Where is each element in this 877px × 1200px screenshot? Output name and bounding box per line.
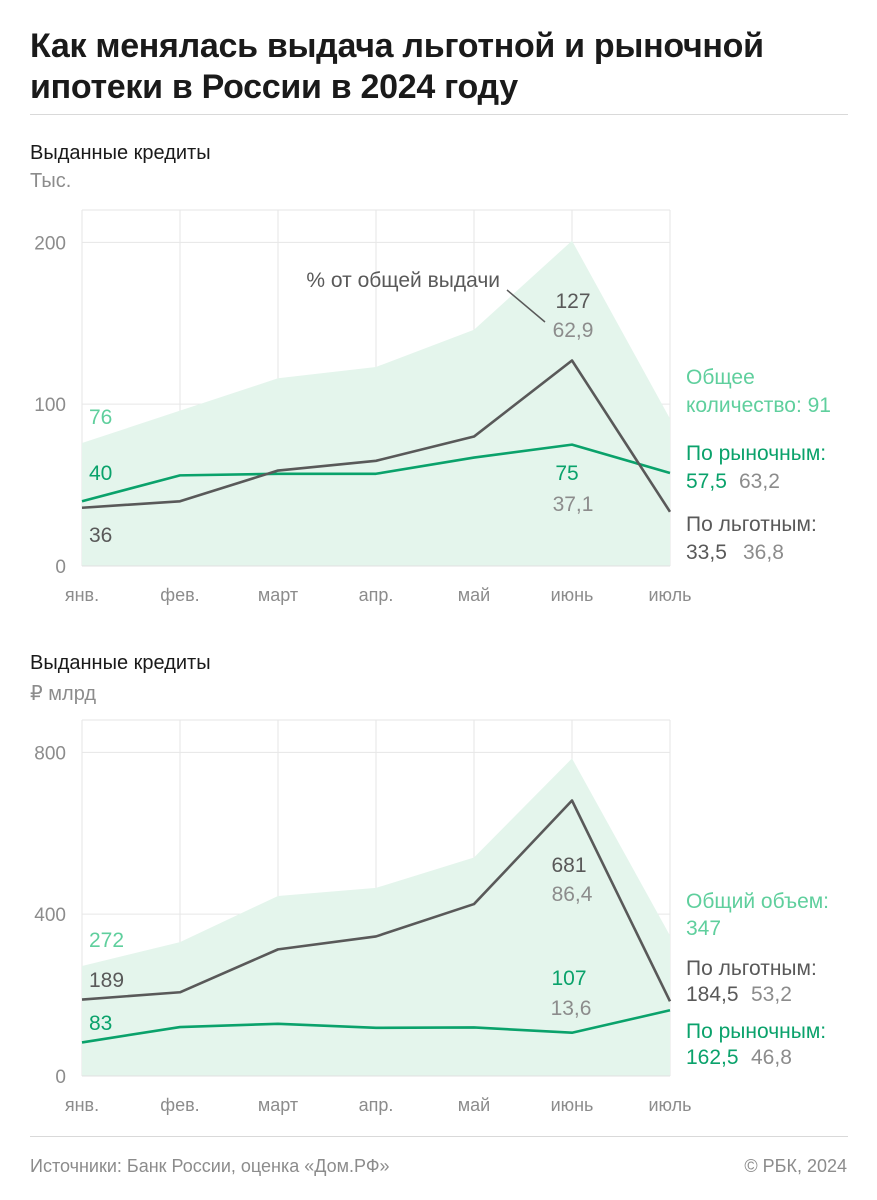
market-peak-label: 107 [551,967,586,990]
x-tick-label: апр. [359,585,394,605]
source-note: Источники: Банк России, оценка «Дом.РФ» [30,1156,390,1176]
market-legend: По рыночным: [686,442,826,465]
total-legend-line1: Общее [686,366,755,389]
page-title: Как менялась выдача льготной и рыночной … [30,27,764,106]
title-divider [30,114,848,115]
x-tick-label: май [458,585,490,605]
total-start-label: 272 [89,929,124,952]
share-note-leader [506,289,546,323]
x-tick-label: март [258,1095,298,1115]
x-tick-label: июль [648,585,691,605]
preferential-legend: По льготным: [686,957,817,980]
total-legend-line2: количество: 91 [686,394,831,417]
x-tick-label: июнь [551,1095,594,1115]
preferential-end-value: 184,5 [686,983,739,1006]
preferential-start-label: 189 [89,969,124,992]
footer-divider [30,1136,848,1137]
share-note-label: % от общей выдачи [306,269,500,292]
market-legend: По рыночным: [686,1020,826,1043]
market-peak-label: 75 [555,462,578,485]
market-line [81,1008,671,1044]
chart1-subtitle: Выданные кредиты [30,142,211,164]
x-tick-label: июль [648,1095,691,1115]
y-tick-label: 200 [34,233,66,254]
market-start-label: 83 [89,1012,112,1035]
x-tick-label: апр. [359,1095,394,1115]
x-tick-label: янв. [65,1095,99,1115]
market-peak-share-label: 37,1 [553,493,594,516]
x-tick-label: март [258,585,298,605]
preferential-line [81,799,672,1002]
total-legend-line2: 347 [686,917,721,940]
x-tick-label: май [458,1095,490,1115]
x-tick-label: июнь [551,585,594,605]
preferential-legend: По льготным: [686,513,817,536]
y-tick-label: 400 [34,905,66,926]
copyright: © РБК, 2024 [744,1156,847,1176]
x-tick-label: фев. [160,1095,199,1115]
chart1-unit: Тыс. [30,170,72,192]
total-start-label: 76 [89,406,112,429]
market-end-value: 57,5 [686,470,727,493]
preferential-start-label: 36 [89,524,112,547]
preferential-line [81,359,672,513]
y-tick-label: 0 [55,557,66,578]
chart-1-issued-loans-count: 0 100 200 янв. фев. март апр. май июнь июль 76 40 36… [34,209,831,605]
y-tick-label: 0 [55,1067,66,1088]
preferential-end-share: 36,8 [743,541,784,564]
market-start-label: 40 [89,462,112,485]
y-tick-label: 100 [34,395,66,416]
preferential-peak-share-label: 62,9 [553,319,594,342]
preferential-peak-share-label: 86,4 [552,883,593,906]
x-tick-label: фев. [160,585,199,605]
market-line [81,443,671,503]
preferential-end-share: 53,2 [751,983,792,1006]
x-tick-label: янв. [65,585,99,605]
preferential-peak-label: 681 [551,854,586,877]
preferential-peak-label: 127 [555,290,590,313]
market-end-share: 63,2 [739,470,780,493]
market-end-value: 162,5 [686,1046,739,1069]
chart2-subtitle: Выданные кредиты [30,652,211,674]
y-tick-label: 800 [34,743,66,764]
chart-2-issued-loans-volume: 0 400 800 янв. фев. март апр. май июнь июль 272 189… [34,719,829,1115]
preferential-end-value: 33,5 [686,541,727,564]
total-legend-line1: Общий объем: [686,890,829,913]
chart2-unit: ₽ млрд [30,683,97,705]
market-end-share: 46,8 [751,1046,792,1069]
market-peak-share-label: 13,6 [551,997,592,1020]
total-area [82,758,670,1076]
